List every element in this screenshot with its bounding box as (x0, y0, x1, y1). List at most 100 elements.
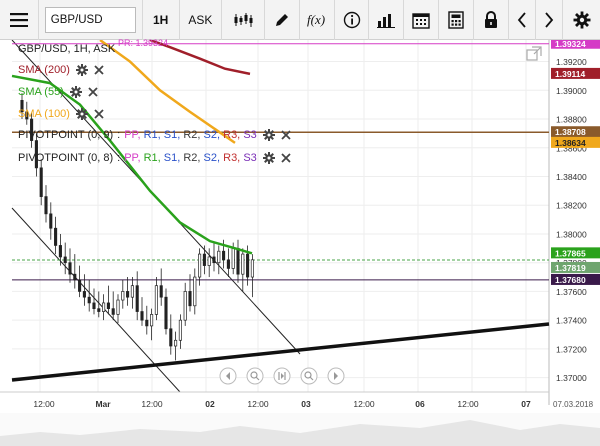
zoom-handle (255, 376, 260, 381)
pivot-level-r3: R3, (223, 152, 244, 164)
moving-averages (11, 40, 253, 255)
price-chart[interactable]: 1.39200 1.39000 1.38800 1.38600 1.38400 1.382… (0, 40, 600, 446)
time-tick-label: 07 (521, 399, 531, 409)
pivot9-label: PIVOTPOINT (0, 9) (18, 129, 114, 141)
pivot-level-r3: R3, (223, 129, 244, 141)
price-badge-label: 1.37680 (555, 275, 586, 285)
sma200-line (149, 40, 251, 76)
candle-body (121, 291, 125, 301)
pivot-level-s1: S1, (163, 152, 184, 164)
svg-text:f(x): f(x) (307, 12, 325, 27)
close-icon[interactable] (94, 109, 104, 119)
candle-body (63, 256, 67, 264)
candle-body (174, 339, 178, 347)
time-tick-label: 12:00 (141, 399, 163, 409)
timeframe-button[interactable]: 1H (143, 0, 180, 40)
zoom-handle (309, 376, 314, 381)
legend-sma100[interactable]: SMA (100) (18, 108, 104, 120)
pivot-level-r1: R1, (143, 129, 164, 141)
zoom-out-icon[interactable] (246, 367, 264, 385)
sma100-line (99, 40, 236, 144)
zoom-in-icon-circle (300, 367, 318, 385)
candle-body (246, 253, 250, 278)
candle-body (34, 140, 38, 169)
date-label: 07.03.2018 (553, 400, 594, 409)
chevron-left-icon[interactable] (509, 0, 537, 40)
function-icon[interactable]: f(x) (300, 0, 335, 40)
candle-body (20, 99, 24, 113)
candle-body (212, 256, 216, 264)
toolbar: GBP/USD 1H ASK f(x) (0, 0, 600, 40)
candle-body (222, 250, 226, 261)
candle-body (87, 296, 91, 304)
lock-icon[interactable] (474, 0, 509, 40)
prev-icon[interactable] (219, 367, 237, 385)
price-badge (551, 247, 600, 259)
price-badge (551, 126, 600, 138)
candle-body (92, 302, 96, 310)
legend-sma200[interactable]: SMA (200) (18, 64, 104, 76)
gear-icon[interactable] (69, 86, 82, 98)
gear-icon[interactable] (75, 64, 88, 76)
candle-body (106, 302, 110, 310)
sma55-line (11, 74, 253, 255)
candle-body (241, 253, 245, 275)
legend-sma55[interactable]: SMA (55) (18, 86, 98, 98)
close-icon[interactable] (88, 87, 98, 97)
bar-chart-icon[interactable] (369, 0, 405, 40)
close-icon[interactable] (94, 65, 104, 75)
gear-icon[interactable] (262, 152, 275, 164)
gear-icon[interactable] (262, 129, 275, 141)
pivot-level-r1: R1, (143, 152, 164, 164)
price-tick-label: 1.38200 (556, 201, 587, 211)
price-tick-label: 1.37000 (556, 373, 587, 383)
close-icon[interactable] (281, 130, 291, 140)
pivot8-levels: PP, R1, S1, R2, S2, R3, S3 (124, 152, 257, 164)
price-badge (551, 40, 600, 49)
popout-icon[interactable] (526, 46, 542, 62)
price-type-button[interactable]: ASK (180, 0, 223, 40)
legend-pivot9[interactable]: PIVOTPOINT (0, 9) : PP, R1, S1, R2, S2, … (18, 129, 291, 141)
time-tick-label: 12:00 (353, 399, 375, 409)
candle-body (145, 319, 149, 327)
next-icon[interactable] (327, 367, 345, 385)
candle-body (169, 328, 173, 347)
time-tick-label: 12:00 (33, 399, 55, 409)
candle-body (58, 245, 62, 258)
price-tick-label: 1.39000 (556, 86, 587, 96)
zoom-in-icon[interactable] (300, 367, 318, 385)
candles (20, 93, 254, 361)
info-icon[interactable] (335, 0, 370, 40)
legend-pivot8[interactable]: PIVOTPOINT (0, 8) : PP, R1, S1, R2, S2, … (18, 152, 291, 164)
reset-glyph (281, 373, 284, 379)
candle-body (78, 279, 82, 292)
candle-body (102, 302, 106, 312)
pencil-icon[interactable] (265, 0, 300, 40)
time-tick-label: 12:00 (247, 399, 269, 409)
candle-body (150, 314, 154, 327)
trendline-support (11, 322, 550, 382)
calendar-icon[interactable] (404, 0, 440, 40)
pivot9-separator: : (117, 129, 121, 141)
gear-icon[interactable] (563, 0, 600, 40)
symbol-input[interactable]: GBP/USD (44, 6, 136, 33)
pivot-level-s2: S2, (203, 152, 224, 164)
price-badge-label: 1.37819 (555, 263, 586, 273)
price-badge-label: 1.38708 (555, 127, 586, 137)
price-tick-label: 1.37600 (556, 287, 587, 297)
close-icon[interactable] (281, 153, 291, 163)
candle-body (111, 308, 115, 315)
reset-icon[interactable] (273, 367, 291, 385)
gear-icon[interactable] (75, 108, 88, 120)
candle-body (130, 285, 134, 298)
hamburger-menu-icon[interactable] (0, 0, 39, 40)
price-badge-label: 1.39114 (555, 69, 586, 79)
calculator-icon[interactable] (439, 0, 475, 40)
price-tick-label: 1.39200 (556, 57, 587, 67)
chevron-right-icon[interactable] (536, 0, 564, 40)
candlestick-icon[interactable] (222, 0, 265, 40)
chart-area[interactable]: 1.39200 1.39000 1.38800 1.38600 1.38400 1.382… (0, 38, 600, 446)
time-axis: 12:00 Mar 12:00 02 12:00 03 12:00 06 12:00 07 07.0… (0, 391, 594, 409)
price-badge (551, 136, 600, 148)
price-badge-label: 1.37865 (555, 248, 586, 258)
